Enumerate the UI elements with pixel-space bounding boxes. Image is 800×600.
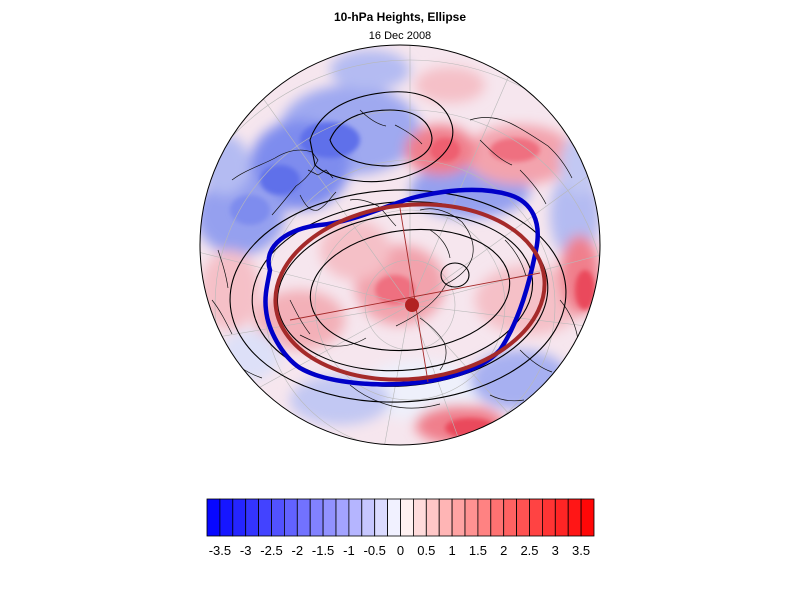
colorbar-swatch: [503, 498, 518, 537]
colorbar-swatch: [425, 498, 440, 537]
colorbar-tick-label: 1.5: [469, 543, 487, 558]
colorbar-tick-label: 3.5: [572, 543, 590, 558]
colorbar-tick-label: 0.5: [417, 543, 435, 558]
colorbar-tick-labels: -3.5 -3 -2.5 -2 -1.5 -1 -0.5 0 0.5 1 1.5 2 2.5 3 3.5: [209, 543, 590, 558]
map-date: 16 Dec 2008: [368, 30, 432, 42]
colorbar-swatch: [387, 498, 401, 537]
fitted-ellipse: [273, 202, 547, 382]
colorbar-swatch: [309, 498, 324, 537]
ellipse-center-marker: [405, 298, 419, 312]
colorbar-tick-label: 1: [448, 543, 455, 558]
colorbar-swatch: [232, 498, 247, 537]
graticule: [200, 45, 600, 445]
colorbar-swatch: [477, 498, 492, 537]
map-boundary: [199, 44, 601, 446]
colorbar-tick-label: -1.5: [312, 543, 334, 558]
colorbar-tick-label: -3.5: [209, 543, 231, 558]
fitted-ellipse-group: [273, 202, 547, 383]
colorbar-swatch: [348, 498, 363, 537]
colorbar-swatch: [258, 498, 272, 537]
colorbar-swatch: [438, 498, 453, 537]
map-title: 10-hPa Heights, Ellipse: [333, 10, 467, 24]
colorbar-swatch: [516, 498, 530, 537]
colorbar-swatch: [219, 498, 234, 537]
colorbar-tick-label: 2: [500, 543, 507, 558]
colorbar-tick-label: -2.5: [260, 543, 282, 558]
colorbar-swatch: [400, 498, 414, 537]
ellipse-major-axis: [289, 272, 541, 321]
colorbar-tick-label: 3: [552, 543, 559, 558]
colorbar-swatch: [271, 498, 285, 537]
colorbar-swatch: [529, 498, 543, 537]
anomaly-fill-detail: [230, 122, 595, 438]
colorbar-swatch: [283, 498, 298, 537]
ellipse-minor-axis: [399, 207, 429, 383]
colorbar-swatch: [322, 498, 337, 537]
colorbar-swatch: [412, 498, 427, 537]
colorbar-tick-label: -2: [292, 543, 304, 558]
colorbar-swatch: [490, 498, 505, 537]
colorbar-swatch: [451, 498, 466, 537]
colorbar-tick-label: -1: [343, 543, 355, 558]
colorbar-tick-label: -3: [240, 543, 252, 558]
colorbar-swatch: [554, 498, 569, 537]
colorbar-tick-label: 2.5: [520, 543, 538, 558]
colorbar-swatch: [464, 498, 479, 537]
colorbar-swatch: [361, 498, 376, 537]
colorbar-swatches: [206, 498, 595, 537]
colorbar-swatch: [374, 498, 389, 537]
colorbar-swatch: [245, 498, 259, 537]
colorbar-swatch: [335, 498, 350, 537]
colorbar-swatch: [206, 498, 221, 537]
colorbar-swatch: [567, 498, 582, 537]
colorbar-swatch: [296, 498, 311, 537]
colorbar-swatch: [542, 498, 556, 537]
colorbar-swatch: [580, 498, 595, 537]
colorbar-tick-label: 0: [397, 543, 404, 558]
colorbar-tick-label: -0.5: [363, 543, 385, 558]
